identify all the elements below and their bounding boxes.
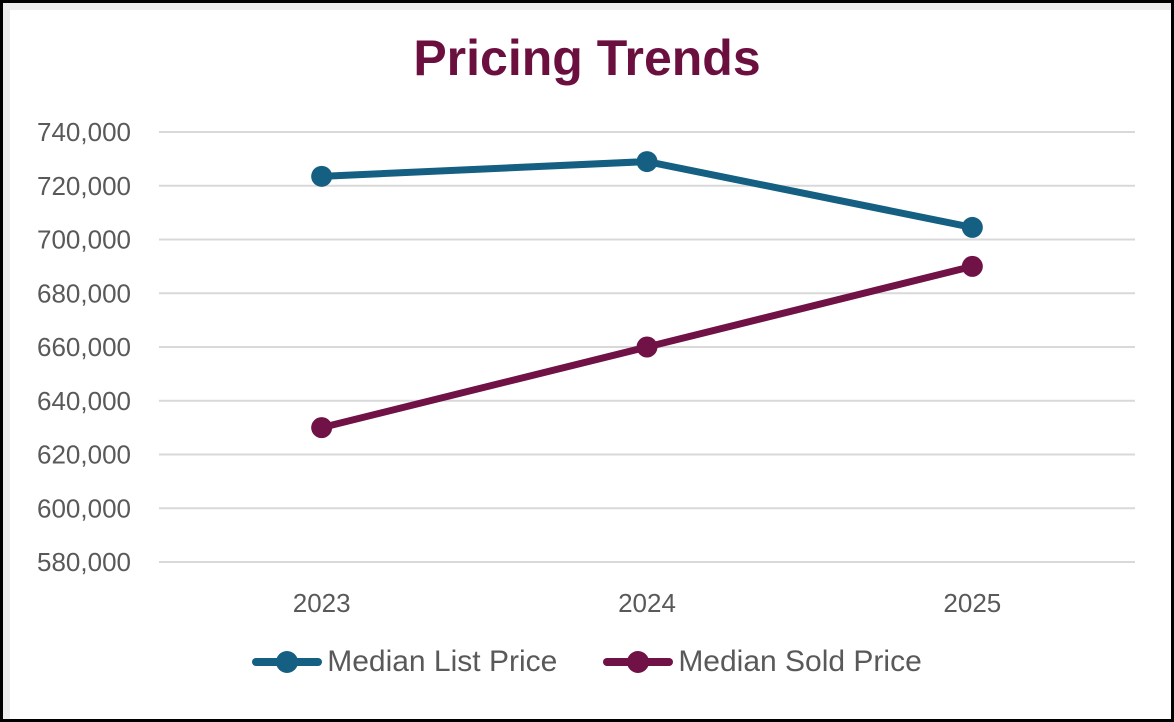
- legend-dot-icon: [627, 650, 650, 673]
- data-point-marker: [311, 417, 333, 439]
- legend-item: Median Sold Price: [603, 645, 922, 678]
- y-axis-tick-label: 580,000: [37, 547, 131, 577]
- data-point-marker: [961, 255, 983, 277]
- y-axis-tick-label: 600,000: [37, 493, 131, 523]
- legend-item: Median List Price: [252, 645, 557, 678]
- line-chart: 740,000 720,000 700,000 680,000 660,000 640,0…: [37, 117, 1135, 618]
- canvas-edge-left: [3, 3, 10, 719]
- data-point-marker: [961, 216, 983, 238]
- y-axis-tick-label: 700,000: [37, 225, 131, 255]
- legend-line-marker: [603, 650, 674, 673]
- y-axis-tick-label: 660,000: [37, 332, 131, 362]
- data-point-marker: [636, 336, 658, 358]
- y-axis-tick-label: 640,000: [37, 386, 131, 416]
- y-axis-tick-label: 740,000: [37, 117, 131, 147]
- canvas-edge-top: [3, 3, 1171, 10]
- y-axis-tick-label: 720,000: [37, 171, 131, 201]
- x-axis-tick-label: 2025: [943, 588, 1001, 618]
- y-axis-tick-label: 620,000: [37, 440, 131, 470]
- y-axis-tick-label: 680,000: [37, 278, 131, 308]
- chart-title: Pricing Trends: [413, 30, 761, 86]
- chart-legend: Median List Price Median Sold Price: [3, 645, 1171, 678]
- legend-label: Median List Price: [327, 645, 558, 678]
- legend-dot-icon: [276, 650, 299, 673]
- data-point-marker: [311, 165, 333, 187]
- x-axis-tick-label: 2024: [618, 588, 676, 618]
- legend-label: Median Sold Price: [678, 645, 922, 678]
- x-axis-tick-label: 2023: [293, 588, 351, 618]
- legend-line-marker: [252, 650, 323, 673]
- data-point-marker: [636, 151, 658, 173]
